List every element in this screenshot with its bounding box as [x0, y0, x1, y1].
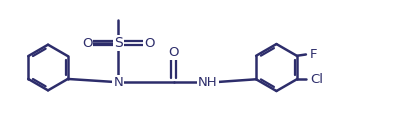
- Text: Cl: Cl: [310, 73, 323, 86]
- Text: N: N: [113, 76, 123, 89]
- Text: O: O: [144, 37, 154, 50]
- Text: O: O: [82, 37, 92, 50]
- Text: NH: NH: [198, 76, 218, 89]
- Text: F: F: [309, 48, 317, 61]
- Text: S: S: [114, 36, 123, 50]
- Text: O: O: [169, 46, 179, 59]
